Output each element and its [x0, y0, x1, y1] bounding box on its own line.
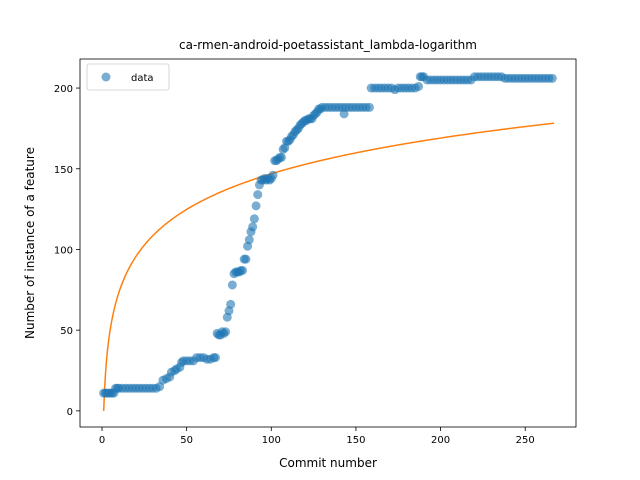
y-tick-label: 100 [54, 245, 73, 256]
data-points [99, 72, 557, 398]
x-axis: 0 50 100 150 200 250 [99, 427, 535, 446]
data-point [227, 280, 237, 290]
data-point [276, 152, 286, 162]
y-axis: 0 50 100 150 200 [54, 84, 80, 418]
chart-title: ca-rmen-android-poetassistant_lambda-log… [179, 38, 477, 52]
x-tick-label: 50 [180, 435, 193, 446]
data-point [547, 73, 557, 83]
x-tick-label: 0 [99, 435, 105, 446]
x-axis-label: Commit number [279, 456, 377, 470]
legend: data [86, 63, 170, 91]
y-tick-label: 200 [54, 84, 73, 95]
x-tick-label: 100 [262, 435, 281, 446]
x-tick-label: 250 [516, 435, 535, 446]
y-axis-label: Number of instance of a feature [23, 147, 37, 339]
data-point [248, 222, 258, 232]
x-tick-label: 150 [346, 435, 365, 446]
data-point [268, 170, 278, 180]
y-tick-label: 150 [54, 165, 73, 176]
data-point [238, 265, 248, 275]
legend-label-data: data [131, 73, 154, 84]
x-tick-label: 200 [431, 435, 450, 446]
fit-layer [102, 122, 555, 411]
data-point [251, 201, 261, 211]
data-point [414, 81, 424, 91]
data-point [241, 254, 251, 264]
data-point [221, 327, 231, 337]
y-tick-label: 0 [67, 407, 73, 418]
legend-marker-data [101, 72, 111, 82]
data-point [226, 299, 236, 309]
data-point [244, 235, 254, 245]
data-point [249, 214, 259, 224]
axes-frame [79, 58, 577, 428]
data-point [364, 102, 374, 112]
fit-line [102, 122, 555, 411]
data-point [210, 353, 220, 363]
legend-box [86, 63, 170, 91]
data-point [253, 190, 263, 200]
y-tick-label: 50 [60, 326, 73, 337]
